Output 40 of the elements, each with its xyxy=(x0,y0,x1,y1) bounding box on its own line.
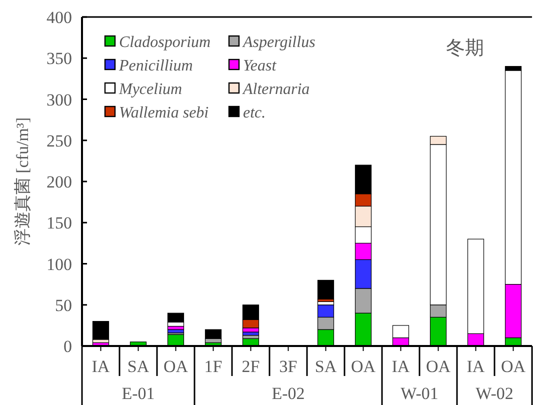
x-tick-label: IA xyxy=(392,357,410,376)
y-tick-label: 250 xyxy=(46,131,72,150)
text: E-01 xyxy=(122,384,155,403)
legend-label: Cladosporium xyxy=(119,34,211,51)
bar xyxy=(204,329,222,339)
y-tick-label: 50 xyxy=(55,296,72,315)
x-tick-label: SA xyxy=(314,357,338,376)
x-tick-label: IA xyxy=(466,357,486,376)
x-tick-label: OA xyxy=(426,357,452,376)
y-axis-title: 浮遊真菌 [cfu/m³] xyxy=(13,117,32,246)
y-tick-label: 400 xyxy=(46,8,72,27)
x-tick-label: OA xyxy=(500,357,526,376)
y-tick-label: 100 xyxy=(46,254,72,274)
x-tick-label: IA xyxy=(92,357,110,376)
text: W-01 xyxy=(400,384,438,403)
bar xyxy=(92,321,110,340)
y-tick-label: 0 xyxy=(64,337,72,356)
x-tick-label: SA xyxy=(127,357,150,376)
legend-label: Penicillium xyxy=(118,58,193,74)
legend-label: Alternaria xyxy=(242,81,310,98)
legend-label: Yeast xyxy=(243,58,277,74)
legend-label: Mycelium xyxy=(118,81,182,98)
y-tick-label: 200 xyxy=(46,172,72,192)
legend-label: Wallemia sebi xyxy=(119,104,209,122)
y-tick-label: 350 xyxy=(46,49,72,68)
y-tick-label: 150 xyxy=(46,214,72,233)
annotation: 冬期 xyxy=(446,38,484,59)
legend-label: Aspergillus xyxy=(242,34,316,51)
x-tick-label: 3F xyxy=(279,357,298,376)
legend-label: etc. xyxy=(243,104,266,122)
bar xyxy=(167,326,184,330)
x-tick-label: 1F xyxy=(204,357,222,376)
y-tick-label: 300 xyxy=(46,90,72,110)
x-tick-label: OA xyxy=(350,357,376,376)
text: W-02 xyxy=(476,384,514,403)
bar xyxy=(317,280,334,300)
x-tick-label: 2F xyxy=(242,357,260,376)
x-tick-label: OA xyxy=(163,357,189,376)
text: E-02 xyxy=(272,384,305,403)
bar xyxy=(167,312,184,322)
